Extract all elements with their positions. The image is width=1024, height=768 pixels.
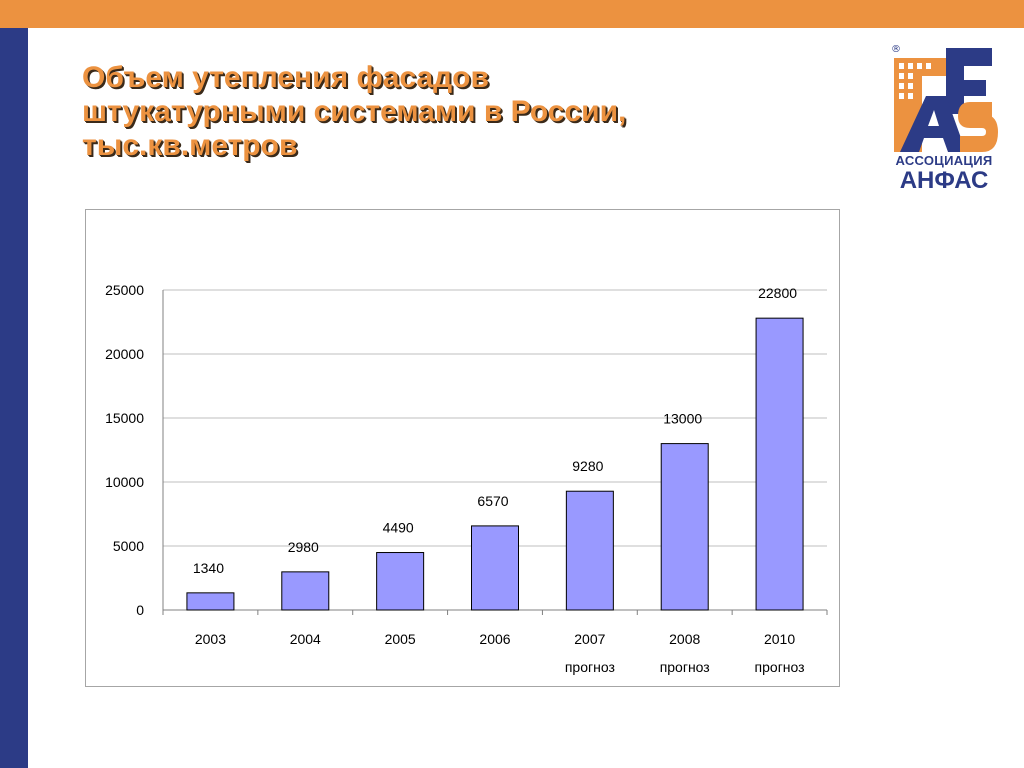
slide-title-line-2: штукатурными системами в России, bbox=[82, 95, 627, 128]
data-label: 2980 bbox=[288, 539, 319, 555]
y-tick-label: 25000 bbox=[105, 282, 144, 298]
bar bbox=[471, 525, 519, 611]
bar bbox=[376, 552, 425, 611]
data-label: 13000 bbox=[663, 411, 702, 427]
registered-mark: ® bbox=[891, 44, 901, 55]
slide-title-line-3: тыс.кв.метров bbox=[82, 129, 298, 162]
bar bbox=[755, 317, 804, 611]
data-label: 9280 bbox=[572, 458, 603, 474]
anfas-logo: ® bbox=[891, 44, 998, 152]
y-tick-label: 15000 bbox=[105, 410, 144, 426]
logo-letter-f bbox=[946, 48, 992, 114]
x-tick-label: 2010 bbox=[764, 631, 795, 647]
logo-letter-s bbox=[958, 102, 998, 152]
x-tick-label: 2008 bbox=[669, 631, 700, 647]
x-tick-label: 2005 bbox=[385, 631, 416, 647]
building-windows bbox=[899, 63, 931, 99]
x-tick-note: прогноз bbox=[755, 659, 805, 675]
x-tick-label: 2003 bbox=[195, 631, 226, 647]
top-accent-bar bbox=[0, 0, 1024, 28]
logo-caption-line-2: АНФАС bbox=[899, 167, 989, 194]
data-label: 4490 bbox=[383, 520, 414, 536]
chart-frame: 0 5000 10000 15000 20000 25000 1340 2003 2980 200… bbox=[85, 209, 840, 687]
logo-caption-line-1: АССОЦИАЦИЯ bbox=[895, 153, 993, 168]
bar-chart: 0 5000 10000 15000 20000 25000 1340 2003 2980 200… bbox=[105, 282, 828, 675]
y-tick-label: 10000 bbox=[105, 474, 144, 490]
data-label: 22800 bbox=[758, 285, 797, 301]
x-tick-note: прогноз bbox=[660, 659, 710, 675]
bar bbox=[660, 443, 709, 611]
bar bbox=[186, 592, 235, 611]
logo-letter-a bbox=[900, 96, 966, 152]
y-tick-label: 0 bbox=[136, 602, 144, 618]
x-tick-label: 2004 bbox=[290, 631, 321, 647]
y-tick-label: 20000 bbox=[105, 346, 144, 362]
bar bbox=[565, 490, 614, 611]
data-label: 1340 bbox=[193, 560, 224, 576]
logo-caption: АССОЦИАЦИЯ АНФАС bbox=[888, 153, 1000, 194]
slide-title: Объем утепления фасадов штукатурными сис… bbox=[82, 61, 722, 163]
side-accent-bar bbox=[0, 28, 28, 768]
x-tick-note: прогноз bbox=[565, 659, 615, 675]
x-tick-label: 2007 bbox=[574, 631, 605, 647]
x-tick-label: 2006 bbox=[479, 631, 510, 647]
y-tick-label: 5000 bbox=[113, 538, 144, 554]
slide-title-line-1: Объем утепления фасадов bbox=[82, 61, 489, 94]
bar bbox=[281, 571, 330, 611]
data-label: 6570 bbox=[477, 493, 508, 509]
